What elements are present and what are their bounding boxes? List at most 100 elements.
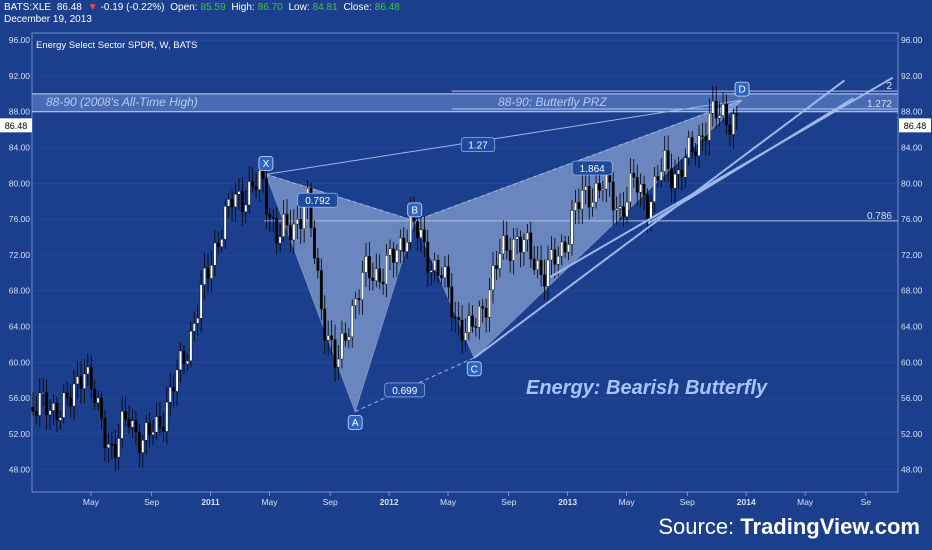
overlay-layer: 0.792 0.699 1.864 1.27 X A B C D [258,76,894,430]
y-tick-label-left: 68.00 [9,286,31,296]
trendline-lower [549,76,894,279]
candle-down [532,258,536,270]
y-tick-label-left: 60.00 [9,357,31,367]
candle-up [151,432,155,435]
candle-down [206,267,210,279]
candle-down [148,422,152,435]
candle-down [725,103,728,126]
close-value: 86.48 [374,2,400,13]
candle-up [653,176,656,202]
zone-label-right: 88-90: Butterfly PRZ [498,95,607,109]
candle-down [392,248,395,263]
candle-down [182,350,186,365]
candle-up [574,202,577,211]
candle-down [289,224,292,241]
candle-down [103,417,107,448]
candle-up [546,259,550,287]
candle-down [371,277,375,281]
candle-down [45,392,49,415]
candle-up [549,249,553,261]
y-tick-label-right: 72.00 [901,250,923,260]
fib-level-label: 1.272 [867,99,892,110]
x-tick-label: 2014 [737,497,756,507]
down-arrow-icon: ▼ [87,2,98,13]
candle-up [350,305,354,338]
pattern-point-label: X [263,159,270,170]
candle-up [41,392,45,394]
candle-down [519,236,522,253]
candle-up [464,332,467,341]
candle-down [89,366,93,390]
x-tick-label: Sep [501,497,516,507]
chart-title: Energy Select Sector SPDR, W, BATS [36,40,197,51]
zone-label-left: 88-90 (2008's All-Time High) [46,95,198,109]
candle-down [701,135,704,137]
candle-up [144,422,148,441]
candle-up [419,229,423,238]
candle-down [598,183,601,191]
candle-down [484,308,488,318]
candle-down [275,217,279,244]
candle-down [587,186,591,208]
candle-down [495,265,498,269]
y-tick-label-left: 72.00 [9,250,31,260]
y-tick-label-right: 48.00 [901,465,923,475]
close-label: Close: [343,2,372,13]
candle-up [131,420,134,428]
pattern-layer [265,99,743,414]
candle-down [436,259,440,276]
candle-up [247,181,251,206]
candle-down [577,202,581,210]
x-tick-label: Sep [144,497,159,507]
candle-up [570,210,574,245]
candle-down [690,137,694,153]
pattern-point-box [258,155,274,171]
ratio-label: 1.864 [580,164,605,175]
candle-up [591,201,595,208]
candle-up [491,265,495,291]
y-tick-label-left: 88.00 [9,107,31,117]
ratio-label: 1.27 [468,141,488,152]
y-tick-label-left: 52.00 [9,429,31,439]
candle-down [553,249,557,265]
y-tick-label-left: 84.00 [9,143,31,153]
candle-down [69,397,73,407]
candle-down [505,235,509,251]
candle-up [237,191,241,195]
candle-up [649,201,653,219]
candle-up [443,266,447,279]
price-change: -0.19 (-0.22%) [100,2,165,13]
candle-down [264,178,268,215]
last-price-tag-left [0,118,32,133]
candle-down [440,275,443,279]
y-tick-label-left: 92.00 [9,71,31,81]
candle-down [378,268,382,283]
candle-up [429,270,433,273]
candle-down [323,308,327,341]
candle-up [536,260,540,270]
candle-up [295,219,299,225]
candle-down [453,316,457,319]
candle-up [625,201,629,217]
ratio-label-box [384,382,426,398]
pattern-point-box [407,202,423,218]
candle-up [175,369,179,392]
candle-down [622,206,625,217]
candle-down [137,431,141,453]
candle-up [82,373,86,389]
xd-diagonal [265,99,743,175]
candle-up [584,186,588,191]
candle-down [34,411,38,416]
candle-up [282,213,285,237]
x-tick-label: 2011 [201,497,220,507]
candle-down [100,397,103,419]
candle-up [189,330,193,362]
candle-up [141,440,145,453]
bd-diagonal [414,99,743,222]
pattern-point-label: C [471,364,478,375]
candle-down [457,316,461,321]
candle-up [525,232,529,241]
candle-up [718,115,722,119]
pattern-annotation: Energy: Bearish Butterfly [526,377,768,399]
